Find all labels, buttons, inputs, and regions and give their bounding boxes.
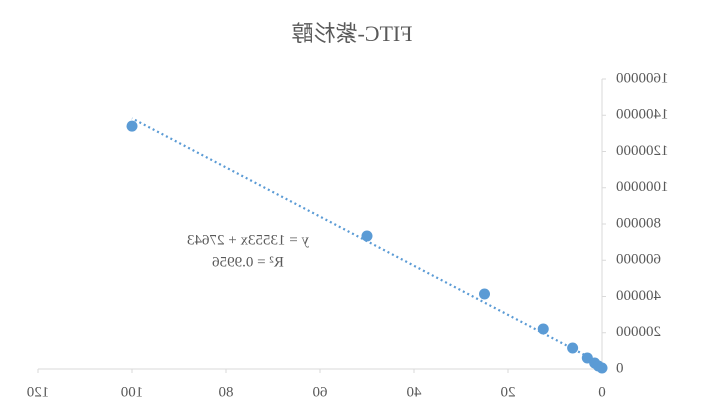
- y-tick-label: 600000: [616, 252, 661, 268]
- data-point: [596, 362, 608, 374]
- y-tick-label: 1200000: [616, 143, 669, 159]
- x-tick-label: 40: [407, 384, 422, 400]
- y-tick-label: 1000000: [616, 179, 669, 195]
- y-tick-label: 0: [616, 360, 624, 376]
- trendline-r2: R² = 0.9956: [212, 254, 284, 270]
- data-point: [567, 342, 579, 354]
- x-tick-label: 20: [501, 384, 516, 400]
- x-tick-label: 0: [598, 384, 606, 400]
- chart-title: FITC-紫杉醇: [291, 21, 412, 46]
- y-tick-label: 200000: [616, 324, 661, 340]
- y-tick-label: 400000: [616, 288, 661, 304]
- y-tick-label: 800000: [616, 215, 661, 231]
- y-tick-label: 1400000: [616, 107, 669, 123]
- x-tick-label: 100: [121, 384, 144, 400]
- x-tick-label: 120: [27, 384, 50, 400]
- trendline-equation: y = 13553x + 27643: [187, 232, 309, 248]
- y-tick-label: 1600000: [616, 70, 669, 86]
- x-tick-label: 60: [313, 384, 328, 400]
- data-point: [537, 323, 549, 335]
- data-point: [479, 288, 490, 300]
- x-tick-label: 80: [219, 384, 234, 400]
- data-point: [126, 120, 138, 132]
- data-point: [361, 230, 373, 242]
